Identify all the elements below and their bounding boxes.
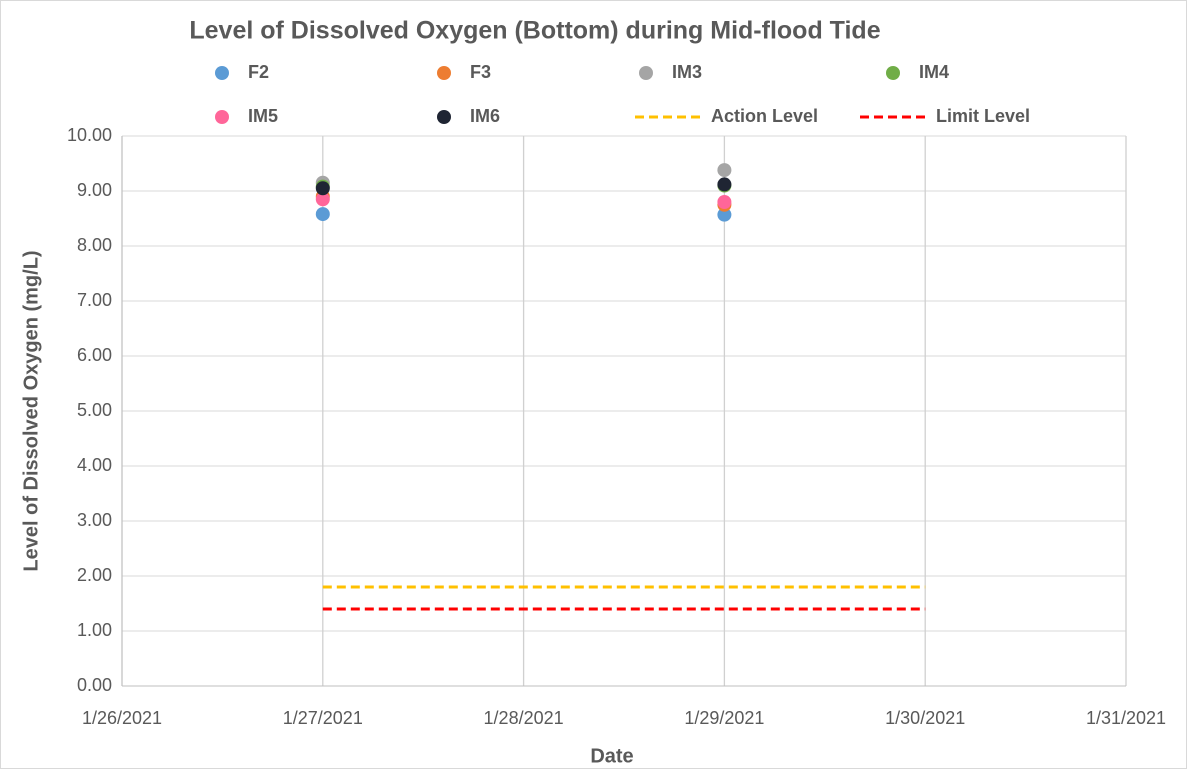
- legend-label: IM6: [470, 106, 500, 126]
- y-tick-label: 6.00: [77, 345, 112, 365]
- legend-label: IM4: [919, 62, 949, 82]
- legend-marker: [437, 66, 451, 80]
- legend-marker: [215, 110, 229, 124]
- x-tick-label: 1/27/2021: [283, 708, 363, 728]
- y-tick-label: 7.00: [77, 290, 112, 310]
- legend-label: IM3: [672, 62, 702, 82]
- chart-title: Level of Dissolved Oxygen (Bottom) durin…: [189, 17, 880, 45]
- y-tick-label: 5.00: [77, 400, 112, 420]
- x-tick-label: 1/29/2021: [684, 708, 764, 728]
- x-tick-label: 1/26/2021: [82, 708, 162, 728]
- y-tick-label: 1.00: [77, 620, 112, 640]
- legend-label: F2: [248, 62, 269, 82]
- x-tick-label: 1/30/2021: [885, 708, 965, 728]
- y-tick-label: 0.00: [77, 675, 112, 695]
- x-tick-label: 1/31/2021: [1086, 708, 1166, 728]
- legend-marker: [886, 66, 900, 80]
- y-tick-label: 10.00: [67, 125, 112, 145]
- y-tick-label: 4.00: [77, 455, 112, 475]
- data-point: [315, 207, 330, 222]
- y-tick-label: 8.00: [77, 235, 112, 255]
- legend-marker: [639, 66, 653, 80]
- y-tick-label: 2.00: [77, 565, 112, 585]
- data-point: [315, 192, 330, 207]
- y-tick-label: 3.00: [77, 510, 112, 530]
- data-point: [315, 181, 330, 196]
- data-point: [717, 163, 732, 178]
- legend-label: F3: [470, 62, 491, 82]
- data-point: [717, 207, 732, 222]
- y-axis-title: Level of Dissolved Oxygen (mg/L): [20, 250, 42, 571]
- x-tick-label: 1/28/2021: [484, 708, 564, 728]
- data-point: [717, 195, 732, 209]
- legend-label: Action Level: [711, 106, 818, 126]
- legend-label: IM5: [248, 106, 278, 126]
- legend-marker: [437, 110, 451, 124]
- data-point: [717, 177, 732, 192]
- y-tick-label: 9.00: [77, 180, 112, 200]
- legend-marker: [215, 66, 229, 80]
- legend-label: Limit Level: [936, 106, 1030, 126]
- x-axis-title: Date: [590, 745, 633, 767]
